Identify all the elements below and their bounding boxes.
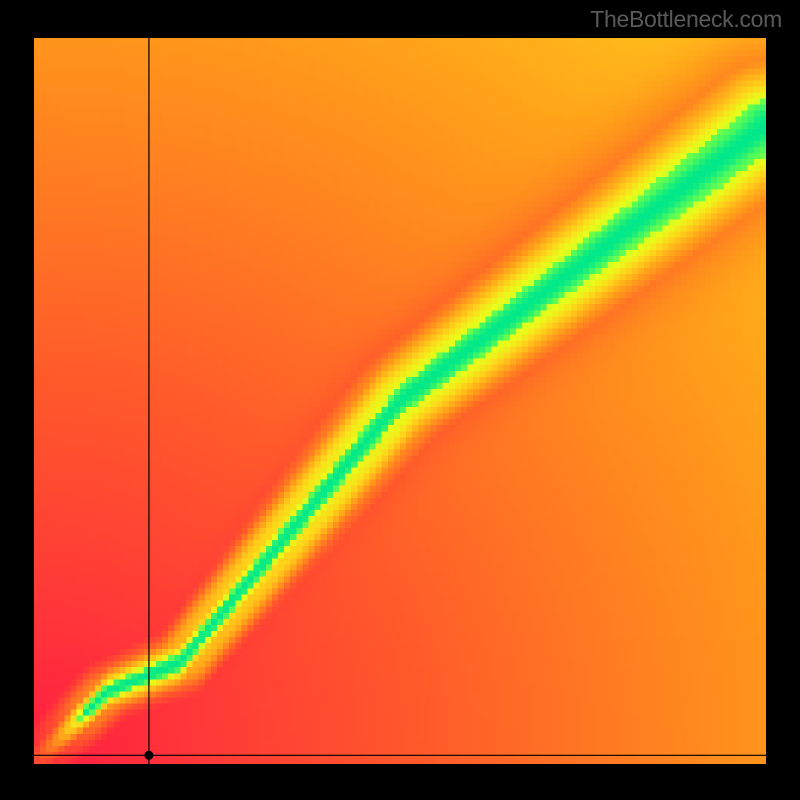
plot-area [34, 38, 766, 764]
watermark-text: TheBottleneck.com [590, 6, 782, 33]
bottleneck-heatmap [34, 38, 766, 764]
